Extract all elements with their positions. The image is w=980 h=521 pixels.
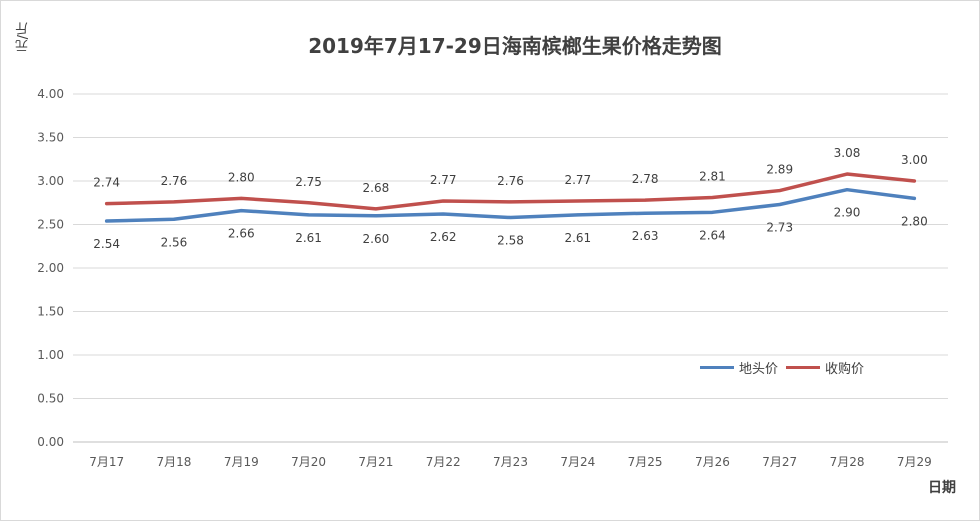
data-point-series-0 xyxy=(441,212,445,216)
data-label-series-0: 2.61 xyxy=(564,231,591,245)
data-point-series-1 xyxy=(845,172,849,176)
x-tick-label: 7月18 xyxy=(157,455,192,469)
data-label-series-0: 2.56 xyxy=(161,235,188,249)
y-tick-label: 3.00 xyxy=(37,174,64,188)
x-tick-label: 7月19 xyxy=(224,455,259,469)
data-label-series-0: 2.54 xyxy=(93,237,120,251)
data-label-series-1: 3.00 xyxy=(901,153,928,167)
data-point-series-1 xyxy=(778,189,782,193)
legend: 地头价 收购价 xyxy=(700,358,872,377)
legend-item-series-0: 地头价 xyxy=(700,358,778,377)
x-tick-label: 7月22 xyxy=(426,455,461,469)
data-point-series-0 xyxy=(845,188,849,192)
y-tick-label: 2.00 xyxy=(37,261,64,275)
data-point-series-0 xyxy=(643,211,647,215)
data-point-series-1 xyxy=(307,201,311,205)
data-label-series-1: 2.76 xyxy=(161,174,188,188)
data-label-series-0: 2.80 xyxy=(901,214,928,228)
x-tick-label: 7月17 xyxy=(89,455,124,469)
data-label-series-1: 3.08 xyxy=(834,146,861,160)
y-tick-label: 2.50 xyxy=(37,218,64,232)
data-point-series-1 xyxy=(374,207,378,211)
data-point-series-0 xyxy=(778,202,782,206)
x-tick-label: 7月27 xyxy=(762,455,797,469)
data-point-series-1 xyxy=(239,196,243,200)
data-point-series-1 xyxy=(576,199,580,203)
data-point-series-1 xyxy=(912,179,916,183)
data-point-series-0 xyxy=(576,213,580,217)
data-label-series-0: 2.66 xyxy=(228,227,255,241)
data-label-series-1: 2.81 xyxy=(699,170,726,184)
data-point-series-0 xyxy=(105,219,109,223)
legend-item-series-1: 收购价 xyxy=(786,358,864,377)
data-label-series-0: 2.63 xyxy=(632,229,659,243)
data-label-series-1: 2.77 xyxy=(564,173,591,187)
y-tick-label: 4.00 xyxy=(37,87,64,101)
data-label-series-0: 2.64 xyxy=(699,228,726,242)
legend-swatch-series-0 xyxy=(700,366,734,369)
data-point-series-0 xyxy=(172,217,176,221)
data-label-series-0: 2.73 xyxy=(766,220,793,234)
data-label-series-1: 2.74 xyxy=(93,176,120,190)
y-tick-label: 0.50 xyxy=(37,392,64,406)
x-tick-label: 7月26 xyxy=(695,455,730,469)
x-axis-label: 日期 xyxy=(928,480,956,496)
y-tick-label: 3.50 xyxy=(37,131,64,145)
chart-title: 2019年7月17-29日海南槟榔生果价格走势图 xyxy=(308,34,722,58)
data-point-series-1 xyxy=(105,202,109,206)
y-tick-label: 0.00 xyxy=(37,435,64,449)
y-tick-label: 1.50 xyxy=(37,305,64,319)
legend-swatch-series-1 xyxy=(786,366,821,369)
data-label-series-0: 2.60 xyxy=(363,232,390,246)
data-label-series-1: 2.68 xyxy=(363,181,390,195)
data-point-series-0 xyxy=(912,196,916,200)
x-tick-label: 7月29 xyxy=(897,455,932,469)
data-label-series-1: 2.78 xyxy=(632,172,659,186)
data-point-series-1 xyxy=(441,199,445,203)
x-tick-label: 7月23 xyxy=(493,455,528,469)
legend-label-series-0: 地头价 xyxy=(739,362,779,377)
data-label-series-0: 2.90 xyxy=(834,206,861,220)
data-label-series-1: 2.89 xyxy=(766,163,793,177)
data-point-series-0 xyxy=(710,210,714,214)
data-point-series-1 xyxy=(710,196,714,200)
y-tick-label: 1.00 xyxy=(37,348,64,362)
data-point-series-0 xyxy=(239,209,243,213)
x-tick-label: 7月20 xyxy=(291,455,326,469)
data-point-series-0 xyxy=(307,213,311,217)
x-tick-label: 7月25 xyxy=(628,455,663,469)
data-point-series-1 xyxy=(643,198,647,202)
x-tick-label: 7月24 xyxy=(560,455,595,469)
data-point-series-0 xyxy=(374,214,378,218)
data-label-series-1: 2.80 xyxy=(228,170,255,184)
x-tick-label: 7月21 xyxy=(358,455,393,469)
data-point-series-1 xyxy=(172,200,176,204)
data-point-series-0 xyxy=(509,216,512,220)
data-label-series-1: 2.77 xyxy=(430,173,457,187)
data-label-series-0: 2.62 xyxy=(430,230,457,244)
x-tick-label: 7月28 xyxy=(830,455,865,469)
legend-label-series-1: 收购价 xyxy=(825,362,865,377)
data-point-series-1 xyxy=(509,200,512,204)
data-label-series-0: 2.61 xyxy=(295,231,322,245)
data-label-series-0: 2.58 xyxy=(497,234,524,248)
data-label-series-1: 2.75 xyxy=(295,175,322,189)
data-label-series-1: 2.76 xyxy=(497,174,524,188)
